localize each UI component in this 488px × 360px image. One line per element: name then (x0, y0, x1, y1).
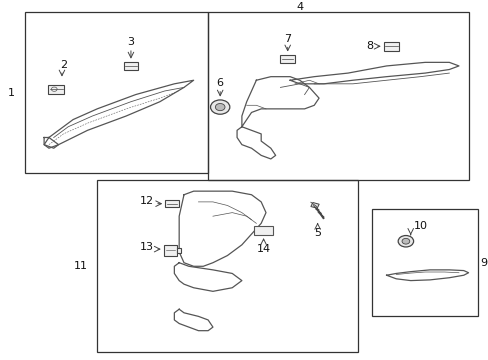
Circle shape (401, 238, 409, 244)
Text: 13: 13 (140, 242, 154, 252)
Bar (310, 203, 319, 208)
FancyBboxPatch shape (48, 85, 64, 94)
Text: 1: 1 (8, 88, 15, 98)
Text: 5: 5 (313, 228, 321, 238)
Bar (177, 248, 181, 253)
Bar (163, 245, 177, 256)
Text: 9: 9 (480, 258, 487, 268)
FancyBboxPatch shape (280, 55, 294, 63)
Circle shape (210, 100, 229, 114)
FancyBboxPatch shape (383, 42, 398, 50)
Circle shape (215, 104, 224, 111)
FancyBboxPatch shape (123, 62, 138, 70)
Text: 3: 3 (127, 37, 134, 47)
Text: 12: 12 (140, 196, 154, 206)
Bar (25, 12, 208, 173)
Text: 2: 2 (60, 59, 67, 69)
Bar (371, 209, 477, 316)
Text: 7: 7 (284, 34, 291, 44)
Text: 6: 6 (216, 78, 223, 88)
Bar (208, 12, 468, 180)
Text: 4: 4 (296, 2, 303, 12)
Text: 14: 14 (256, 244, 270, 254)
Bar (253, 226, 273, 235)
Text: 8: 8 (366, 41, 373, 51)
Bar (97, 180, 357, 352)
Text: 11: 11 (73, 261, 87, 271)
Text: 10: 10 (412, 221, 427, 231)
FancyBboxPatch shape (165, 200, 178, 207)
Circle shape (397, 235, 413, 247)
